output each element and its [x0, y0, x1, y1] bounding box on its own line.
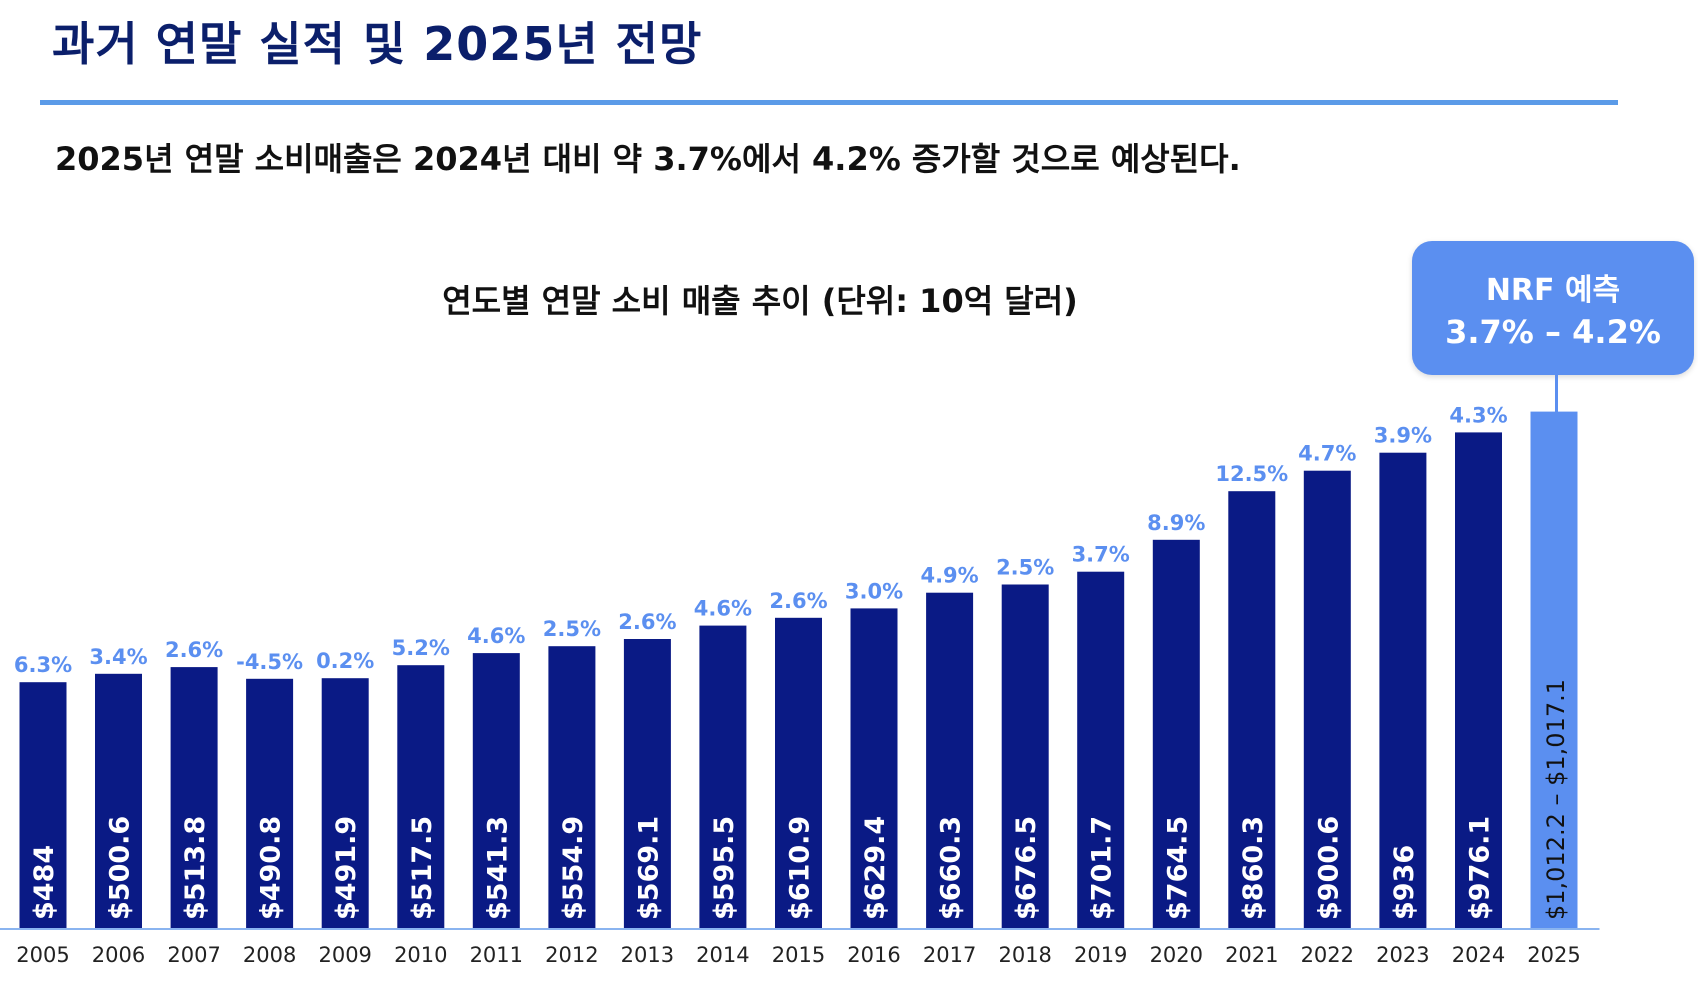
- x-tick-label-2012: 2012: [545, 943, 598, 967]
- value-label-2013: $569.1: [633, 816, 664, 920]
- bar-2009: [321, 678, 369, 928]
- bar-2007: [170, 667, 218, 928]
- x-tick-label-2005: 2005: [16, 943, 69, 967]
- bar-2020: [1152, 539, 1200, 928]
- x-tick-label-2022: 2022: [1301, 943, 1354, 967]
- x-tick-label-2019: 2019: [1074, 943, 1127, 967]
- x-tick-label-2010: 2010: [394, 943, 447, 967]
- bar-2024: [1455, 432, 1502, 928]
- callout-label: NRF 예측: [1485, 273, 1621, 308]
- growth-label-2024: 4.3%: [1449, 403, 1507, 427]
- value-label-2015: $610.9: [785, 816, 816, 920]
- callout-connector: [1555, 375, 1558, 414]
- growth-label-2020: 8.9%: [1147, 511, 1205, 535]
- x-tick-label-2025: 2025: [1527, 943, 1580, 967]
- value-label-2012: $554.9: [558, 816, 589, 920]
- growth-label-2008: -4.5%: [236, 650, 303, 674]
- value-label-2014: $595.5: [709, 816, 740, 920]
- x-tick-label-2024: 2024: [1452, 943, 1505, 967]
- x-tick-label-2013: 2013: [621, 943, 674, 967]
- value-label-2020: $764.5: [1162, 816, 1193, 920]
- value-label-2022: $900.6: [1313, 816, 1344, 920]
- growth-label-2009: 0.2%: [316, 649, 374, 673]
- growth-label-2007: 2.6%: [165, 638, 223, 662]
- growth-label-2011: 4.6%: [467, 624, 525, 648]
- x-tick-label-2021: 2021: [1225, 943, 1278, 967]
- value-label-2021: $860.3: [1238, 816, 1269, 920]
- value-label-2010: $517.5: [407, 816, 438, 920]
- value-label-2023: $936: [1389, 845, 1420, 920]
- value-label-2024: $976.1: [1465, 816, 1496, 920]
- bar-2023: [1379, 452, 1427, 928]
- bar-2016: [850, 608, 898, 928]
- value-label-2018: $676.5: [1011, 816, 1042, 920]
- growth-label-2021: 12.5%: [1215, 462, 1288, 486]
- page-title: 과거 연말 실적 및 2025년 전망: [52, 17, 703, 71]
- growth-label-2016: 3.0%: [845, 579, 903, 603]
- bar-2015: [775, 617, 822, 928]
- page-subtitle: 2025년 연말 소비매출은 2024년 대비 약 3.7%에서 4.2% 증가…: [55, 140, 1241, 178]
- bar-2011: [472, 653, 520, 928]
- value-label-2009: $491.9: [331, 816, 362, 920]
- bar-2022: [1303, 470, 1351, 928]
- growth-label-2015: 2.6%: [769, 589, 827, 613]
- bar-forecast-2025: [1530, 411, 1578, 929]
- value-label-2011: $541.3: [482, 816, 513, 920]
- value-label-2007: $513.8: [180, 816, 211, 920]
- growth-label-2022: 4.7%: [1298, 442, 1356, 466]
- bar-2019: [1077, 571, 1125, 928]
- value-label-2025: $1,012.2 – $1,017.1: [1542, 679, 1570, 920]
- growth-label-2018: 2.5%: [996, 556, 1054, 580]
- growth-label-2010: 5.2%: [392, 636, 450, 660]
- x-tick-label-2018: 2018: [998, 943, 1051, 967]
- value-label-2017: $660.3: [936, 816, 967, 920]
- value-label-2008: $490.8: [256, 816, 287, 920]
- nrf-forecast-callout: NRF 예측 3.7% – 4.2%: [1412, 241, 1694, 375]
- callout-range: 3.7% – 4.2%: [1445, 313, 1661, 351]
- x-tick-label-2017: 2017: [923, 943, 976, 967]
- growth-label-2017: 4.9%: [920, 564, 978, 588]
- bar-2012: [548, 646, 596, 928]
- value-label-2016: $629.4: [860, 816, 891, 920]
- x-tick-label-2009: 2009: [318, 943, 371, 967]
- x-tick-label-2023: 2023: [1376, 943, 1429, 967]
- value-label-2005: $484: [29, 845, 60, 920]
- growth-label-2023: 3.9%: [1374, 424, 1432, 448]
- x-tick-label-2015: 2015: [772, 943, 825, 967]
- growth-label-2006: 3.4%: [89, 645, 147, 669]
- bar-2014: [699, 625, 747, 928]
- value-label-2006: $500.6: [105, 816, 136, 920]
- bar-2017: [926, 592, 974, 928]
- growth-label-2012: 2.5%: [543, 617, 601, 641]
- x-tick-label-2008: 2008: [243, 943, 296, 967]
- title-divider: [40, 100, 1618, 105]
- bar-2010: [397, 665, 445, 928]
- growth-label-2013: 2.6%: [618, 610, 676, 634]
- bar-2021: [1228, 491, 1276, 928]
- x-tick-label-2020: 2020: [1150, 943, 1203, 967]
- growth-label-2005: 6.3%: [14, 653, 72, 677]
- growth-label-2014: 4.6%: [694, 597, 752, 621]
- bar-2005: [19, 682, 67, 928]
- bar-2006: [95, 673, 142, 928]
- bar-2018: [1001, 584, 1049, 928]
- x-tick-label-2007: 2007: [167, 943, 220, 967]
- bar-2013: [623, 639, 671, 928]
- growth-label-2019: 3.7%: [1072, 543, 1130, 567]
- x-tick-label-2011: 2011: [470, 943, 523, 967]
- chart-title: 연도별 연말 소비 매출 추이 (단위: 10억 달러): [442, 282, 1078, 320]
- x-tick-label-2006: 2006: [92, 943, 145, 967]
- x-tick-label-2014: 2014: [696, 943, 749, 967]
- x-tick-label-2016: 2016: [847, 943, 900, 967]
- value-label-2019: $701.7: [1087, 816, 1118, 920]
- bar-2008: [246, 678, 294, 928]
